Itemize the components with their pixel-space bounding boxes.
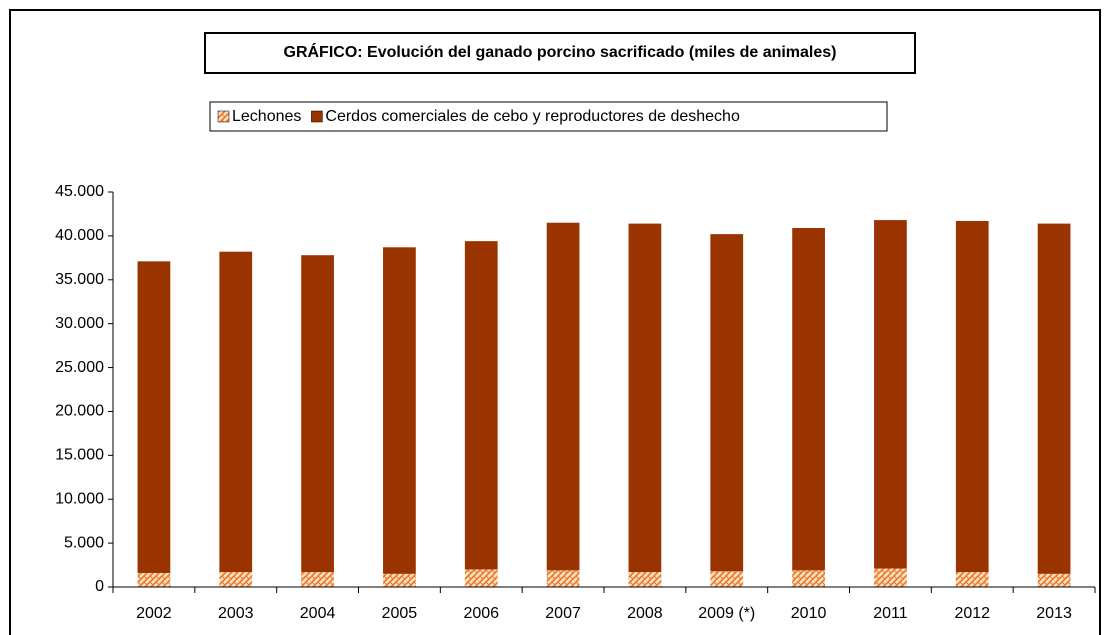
x-tick-label: 2003: [218, 605, 254, 622]
bar-segment: [219, 251, 253, 573]
x-tick-label: 2010: [791, 605, 827, 622]
x-tick-label: 2008: [627, 605, 663, 622]
bar-segment: [383, 247, 416, 574]
bar-segment: [464, 241, 498, 570]
bar-segment: [628, 223, 662, 573]
bar-segment: [955, 220, 989, 573]
y-tick-label: 20.000: [55, 403, 104, 420]
bar-segment: [792, 227, 825, 571]
y-tick-label: 0: [95, 578, 104, 595]
bar-segment: [464, 569, 498, 587]
x-tick-label: 2004: [300, 605, 336, 622]
bar-segment: [301, 572, 334, 587]
legend-swatch: [311, 110, 323, 123]
y-tick-label: 10.000: [55, 490, 104, 507]
x-tick-label: 2012: [954, 605, 990, 622]
bar-segment: [219, 572, 253, 587]
y-tick-label: 40.000: [55, 227, 104, 244]
bar-segment: [1037, 573, 1071, 587]
x-tick-label: 2011: [873, 605, 908, 622]
bar-segment: [792, 570, 825, 587]
bar-segment: [546, 570, 580, 587]
bar-segment: [874, 568, 907, 587]
x-tick-label: 2009 (*): [698, 605, 755, 622]
bar-segment: [137, 261, 171, 573]
y-tick-label: 5.000: [64, 534, 104, 551]
y-tick-label: 45.000: [55, 183, 104, 200]
bar-segment: [383, 573, 416, 587]
bar-segment: [546, 222, 580, 571]
bar-segment: [874, 220, 907, 569]
x-tick-label: 2007: [545, 605, 581, 622]
x-tick-label: 2006: [463, 605, 499, 622]
title-box: [204, 32, 916, 74]
x-tick-label: 2013: [1036, 605, 1072, 622]
y-tick-label: 35.000: [55, 271, 104, 288]
bar-segment: [955, 572, 989, 587]
legend-box: [209, 101, 888, 132]
bar-segment: [710, 571, 744, 587]
x-tick-label: 2002: [136, 605, 172, 622]
y-tick-label: 25.000: [55, 359, 104, 376]
legend-swatch: [217, 110, 230, 123]
x-tick-label: 2005: [382, 605, 418, 622]
bar-segment: [1037, 223, 1071, 574]
bar-segment: [628, 572, 662, 587]
y-tick-label: 30.000: [55, 315, 104, 332]
y-tick-label: 15.000: [55, 447, 104, 464]
bar-segment: [137, 572, 171, 587]
chart-title: GRÁFICO: Evolución del ganado porcino sa…: [284, 42, 837, 61]
bar-segment: [301, 255, 334, 573]
legend-label: Cerdos comerciales de cebo y reproductor…: [325, 108, 740, 125]
bar-segment: [710, 234, 744, 572]
legend-label: Lechones: [232, 108, 301, 125]
